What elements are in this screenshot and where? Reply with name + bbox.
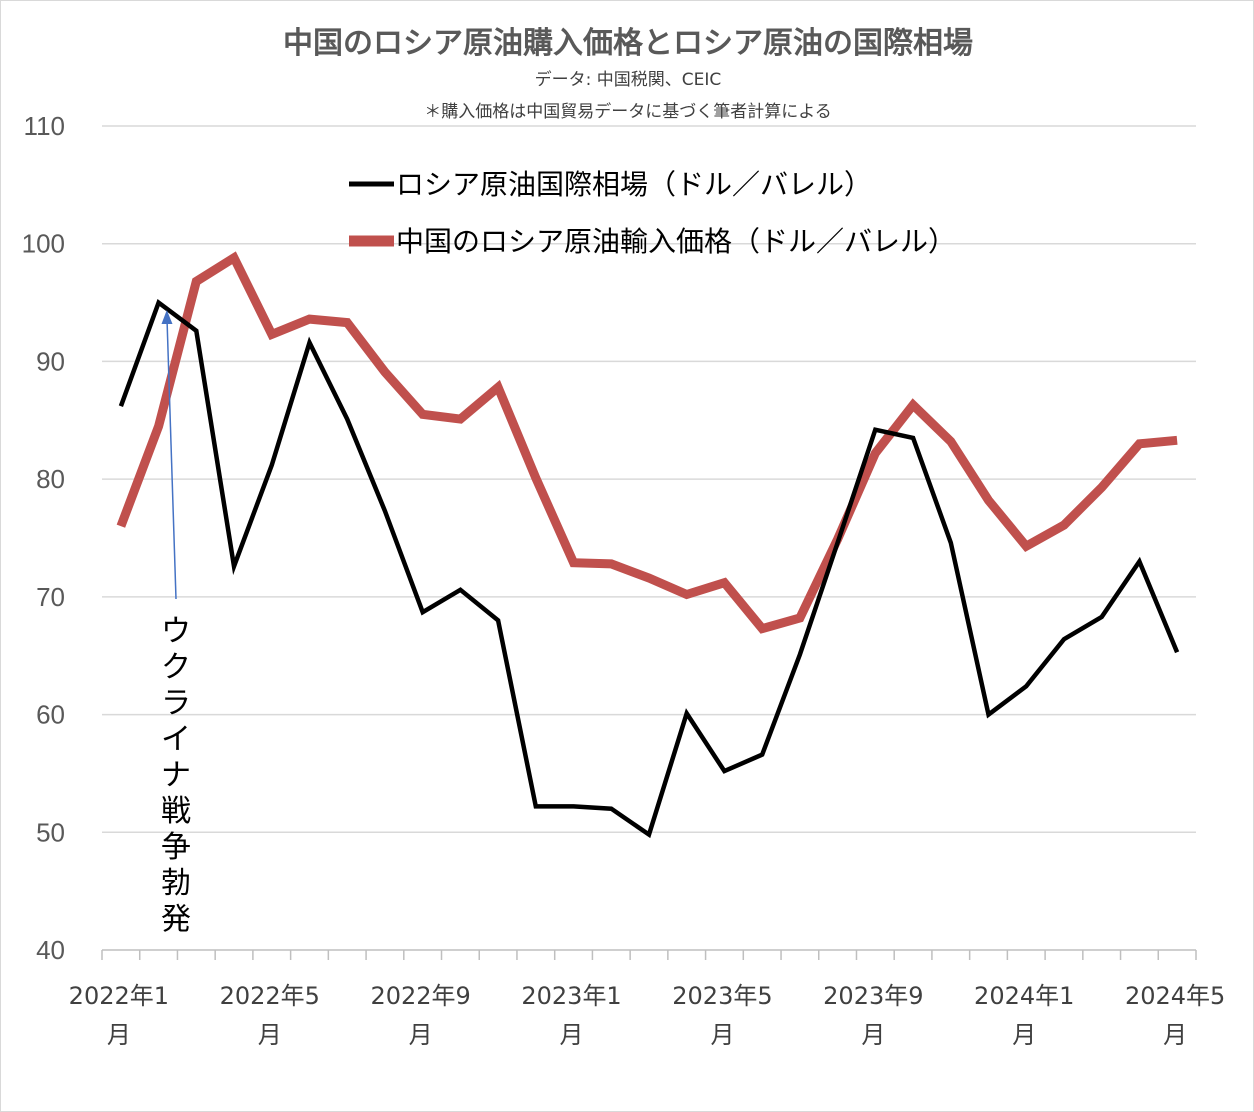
annotation-arrowhead [161,310,173,324]
x-tick-label: 2022年1 [69,982,169,1010]
x-tick-label-suffix: 月 [861,1021,885,1049]
annotation-text: ウクライナ戦争勃発 [161,614,191,937]
y-axis-ticks: 40 50 60 70 80 90 100 110 [22,111,65,965]
legend-label-intl-price: ロシア原油国際相場（ドル／バレル） [396,168,872,201]
x-axis: 2022年1 月 2022年5 月 2022年9 月 2023年1 月 2023年5 月 2023年… [69,949,1225,1049]
chart-title: 中国のロシア原油購入価格とロシア原油の国際相場 [283,26,973,61]
x-tick-label: 2023年9 [823,982,923,1010]
annotation-arrow [166,318,177,600]
series-line-intl-price [118,298,1180,839]
y-tick-label: 40 [36,935,65,965]
y-tick-label: 60 [36,700,65,730]
x-tick-label: 2022年9 [370,982,470,1010]
x-tick-label-suffix: 月 [710,1021,734,1049]
x-tick-label: 2023年1 [521,982,621,1010]
x-tick-label: 2022年5 [220,982,320,1010]
x-tick-label: 2024年5 [1125,982,1225,1010]
chart-subtitle-note: ＊購入価格は中国貿易データに基づく筆者計算による [424,101,832,122]
x-tick-label-suffix: 月 [1012,1021,1036,1049]
annotation-ukraine-war: ウクライナ戦争勃発 [161,310,191,937]
x-tick-label-suffix: 月 [258,1021,282,1049]
legend: ロシア原油国際相場（ドル／バレル） 中国のロシア原油輸入価格（ドル／バレル） [349,168,956,258]
y-tick-label: 70 [36,582,65,612]
series-layer [116,251,1180,839]
y-tick-label: 100 [22,229,65,259]
x-tick-label-suffix: 月 [560,1021,584,1049]
y-tick-label: 90 [36,346,65,376]
chart-subtitle-source: データ: 中国税関、CEIC [535,69,722,90]
x-tick-label-suffix: 月 [1163,1021,1187,1049]
y-tick-label: 50 [36,817,65,847]
x-tick-label: 2024年1 [974,982,1074,1010]
gridlines [102,125,1196,834]
x-tick-label: 2023年5 [672,982,772,1010]
legend-label-china-import-price: 中国のロシア原油輸入価格（ドル／バレル） [396,225,956,258]
x-tick-label-suffix: 月 [409,1021,433,1049]
x-tick-label-suffix: 月 [107,1021,131,1049]
series-line-china-import-price [116,251,1178,634]
y-tick-label: 80 [36,464,65,494]
y-tick-label: 110 [24,111,65,141]
